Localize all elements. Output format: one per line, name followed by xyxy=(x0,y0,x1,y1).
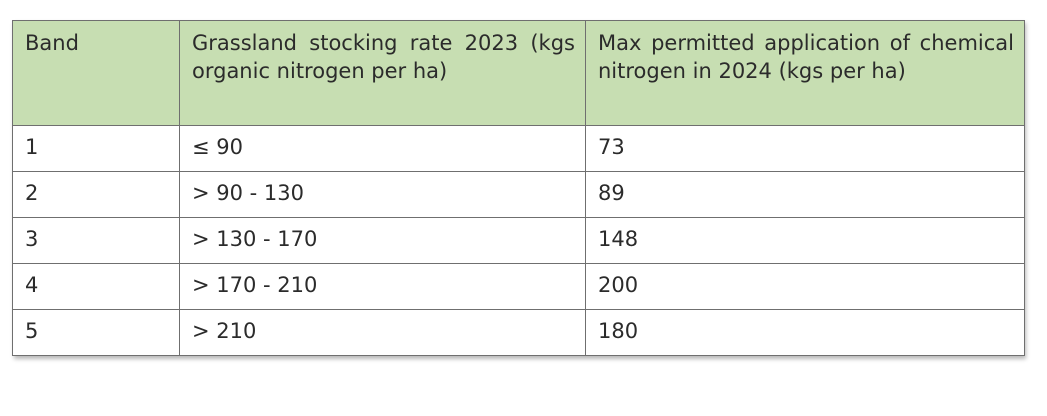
cell-stocking-rate: > 130 - 170 xyxy=(179,217,586,264)
nitrogen-bands-table: Band Grassland stocking rate 2023 (kgs o… xyxy=(12,20,1025,356)
nitrogen-bands-table-container: Band Grassland stocking rate 2023 (kgs o… xyxy=(12,20,1025,356)
cell-max-nitrogen: 73 xyxy=(585,125,1025,172)
table-row: 1 ≤ 90 73 xyxy=(12,125,1025,172)
table-row: 4 > 170 - 210 200 xyxy=(12,263,1025,310)
header-row: Band Grassland stocking rate 2023 (kgs o… xyxy=(12,20,1025,126)
cell-band: 2 xyxy=(12,171,180,218)
header-max-chemical-nitrogen: Max permitted application of chemical ni… xyxy=(585,20,1025,126)
cell-max-nitrogen: 200 xyxy=(585,263,1025,310)
cell-band: 1 xyxy=(12,125,180,172)
table-row: 3 > 130 - 170 148 xyxy=(12,217,1025,264)
cell-band: 4 xyxy=(12,263,180,310)
cell-stocking-rate: > 90 - 130 xyxy=(179,171,586,218)
cell-stocking-rate: > 210 xyxy=(179,309,586,356)
table-row: 2 > 90 - 130 89 xyxy=(12,171,1025,218)
cell-band: 3 xyxy=(12,217,180,264)
cell-max-nitrogen: 180 xyxy=(585,309,1025,356)
cell-stocking-rate: > 170 - 210 xyxy=(179,263,586,310)
cell-max-nitrogen: 89 xyxy=(585,171,1025,218)
table-body: 1 ≤ 90 73 2 > 90 - 130 89 3 > 130 - 170 … xyxy=(12,125,1025,356)
cell-band: 5 xyxy=(12,309,180,356)
cell-stocking-rate: ≤ 90 xyxy=(179,125,586,172)
header-band: Band xyxy=(12,20,180,126)
table-header: Band Grassland stocking rate 2023 (kgs o… xyxy=(12,20,1025,126)
cell-max-nitrogen: 148 xyxy=(585,217,1025,264)
table-row: 5 > 210 180 xyxy=(12,309,1025,356)
header-stocking-rate: Grassland stocking rate 2023 (kgs organi… xyxy=(179,20,586,126)
